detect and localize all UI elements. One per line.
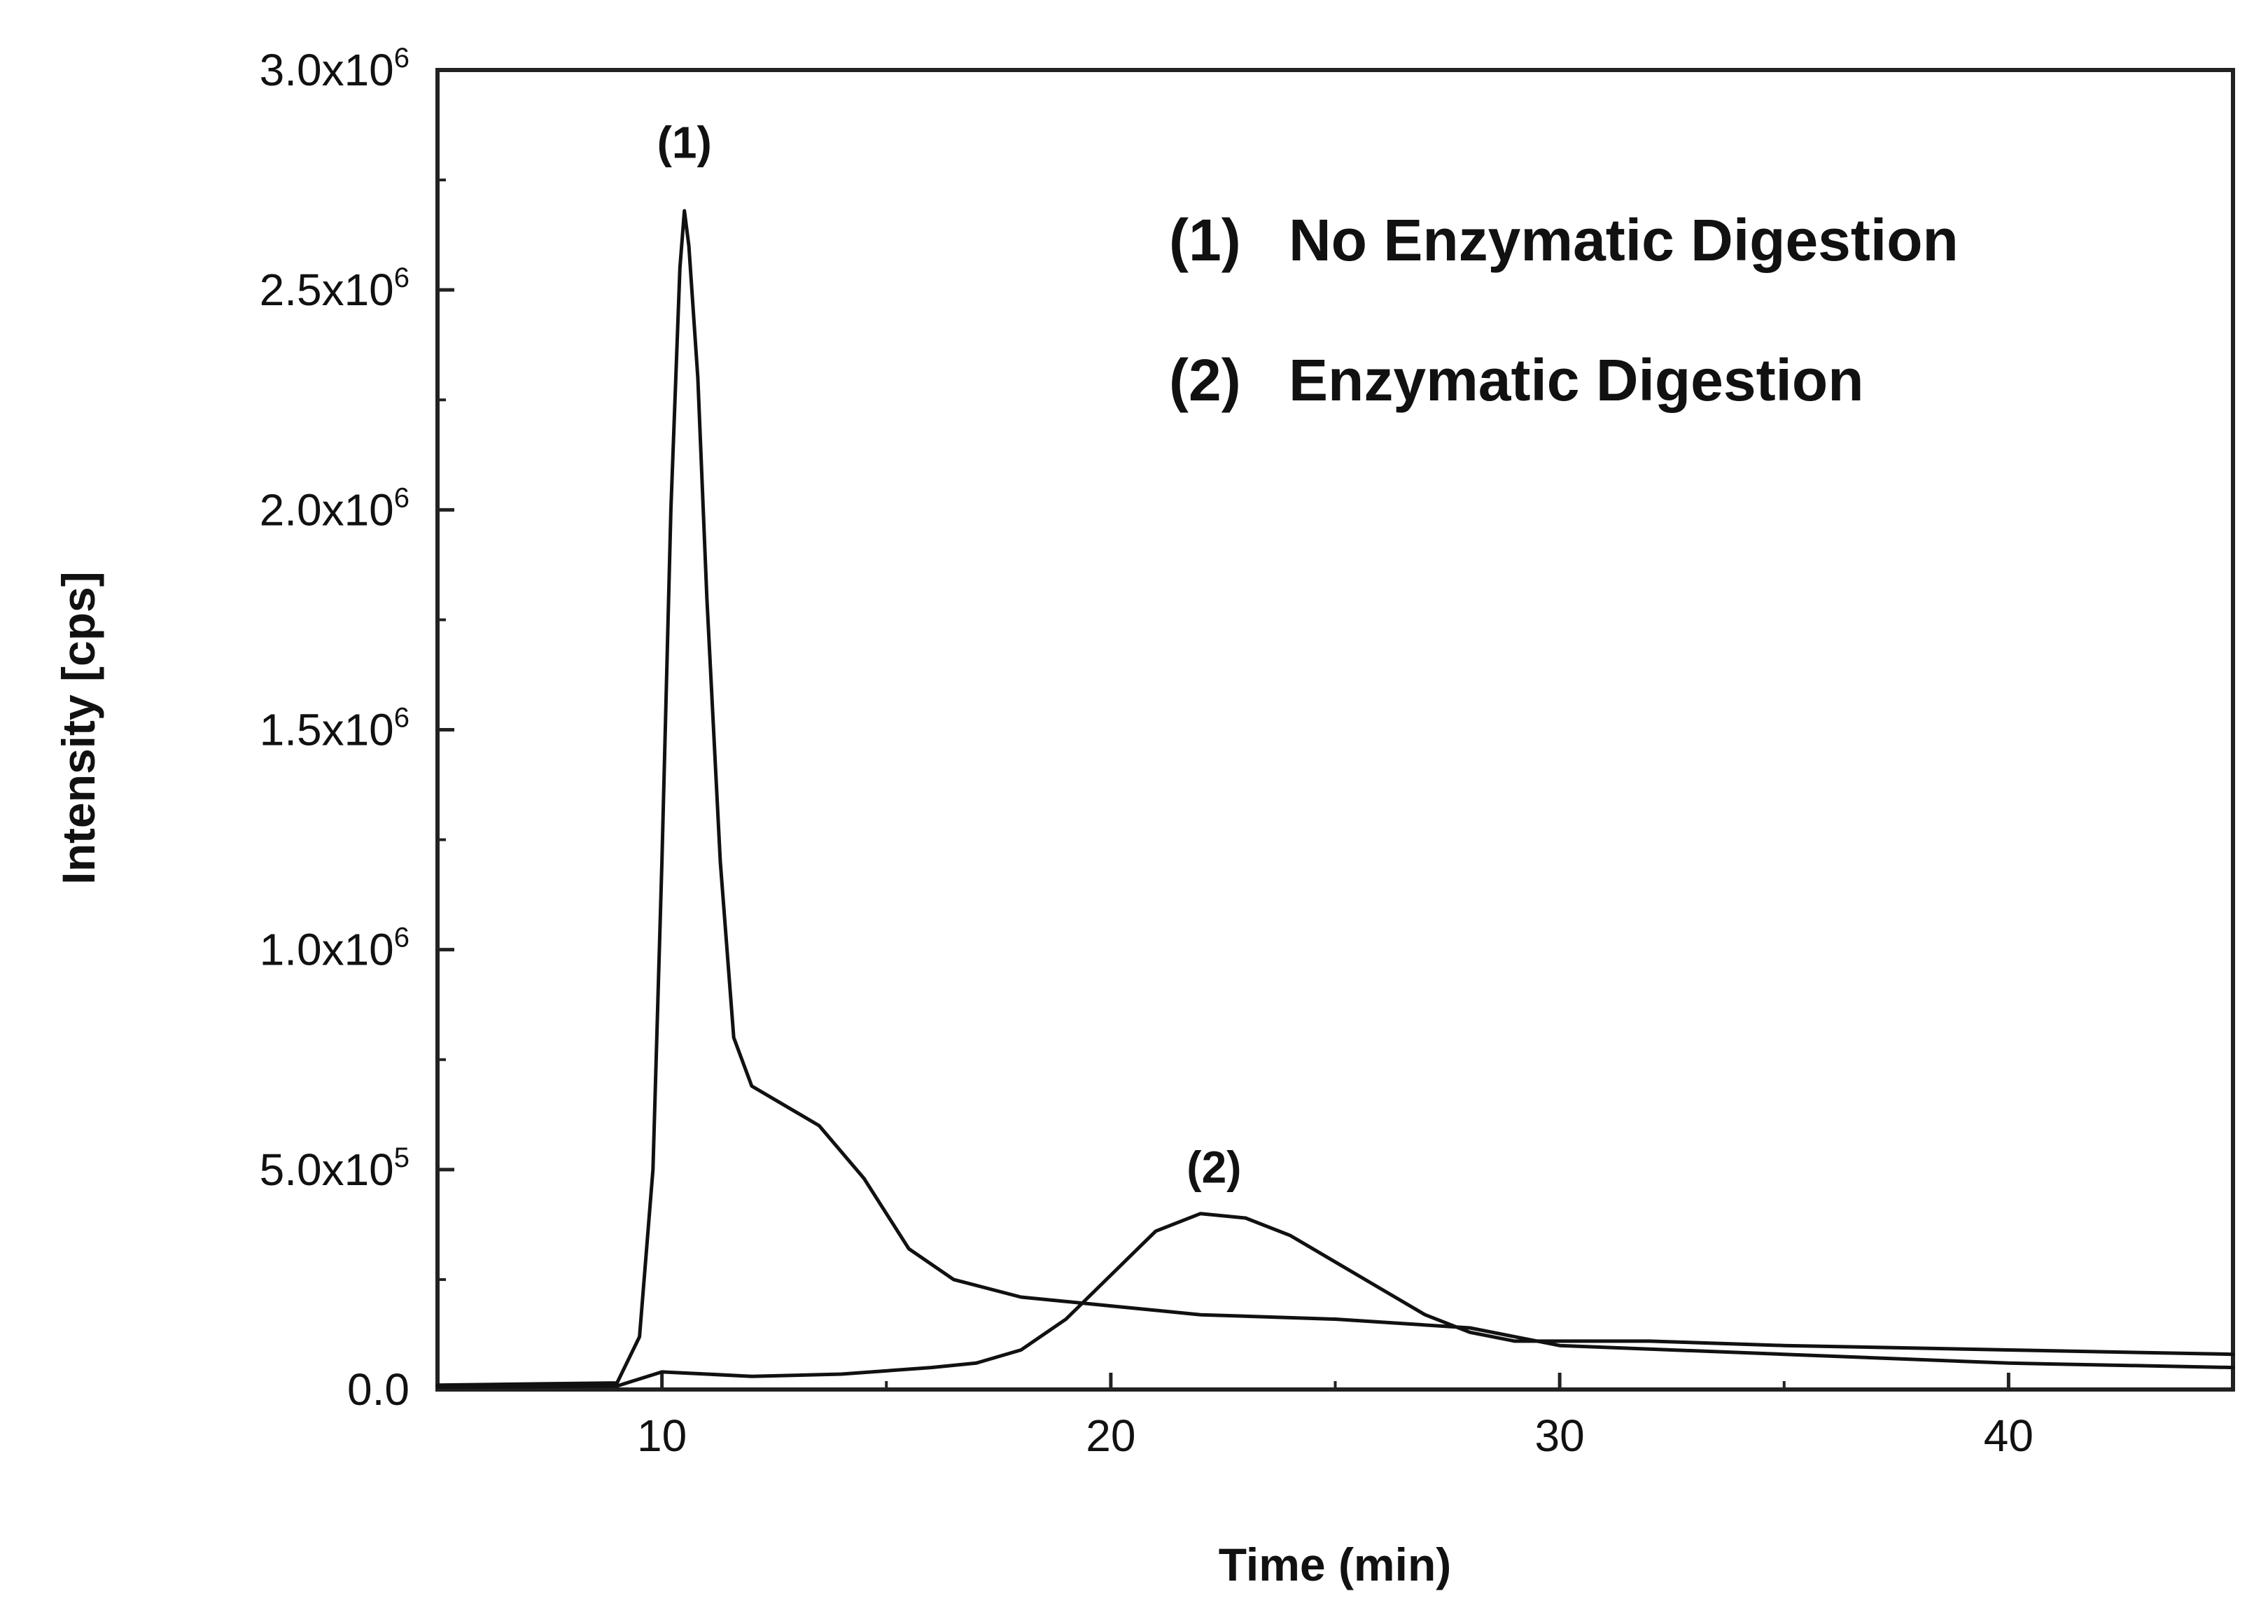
legend-marker-2: (2) xyxy=(1169,347,1241,413)
peak-label-1: (1) xyxy=(657,118,712,168)
legend-label-2: Enzymatic Digestion xyxy=(1289,347,1864,413)
y-axis-ticks: 0.0 5.0x105 1.0x106 1.5x106 2.0x106 2.5x106 3.… xyxy=(260,43,454,1415)
legend: (1) No Enzymatic Digestion (2) Enzymatic… xyxy=(1169,207,1959,413)
y-tick-label-1: 5.0x105 xyxy=(260,1142,410,1195)
x-axis-ticks: 10 20 30 40 xyxy=(637,1373,2033,1461)
series-1-line xyxy=(435,209,2235,1387)
y-axis-title: Intensity [cps] xyxy=(52,571,104,884)
x-tick-label-10: 10 xyxy=(637,1410,687,1461)
x-tick-label-20: 20 xyxy=(1086,1410,1135,1461)
y-tick-label-5: 2.5x106 xyxy=(260,262,410,315)
y-tick-label-6: 3.0x106 xyxy=(260,43,410,95)
x-tick-label-30: 30 xyxy=(1535,1410,1585,1461)
y-tick-label-0: 0.0 xyxy=(347,1364,410,1415)
legend-label-1: No Enzymatic Digestion xyxy=(1289,207,1959,273)
legend-marker-1: (1) xyxy=(1169,207,1241,273)
x-tick-label-40: 40 xyxy=(1984,1410,2033,1461)
legend-item-1: (1) No Enzymatic Digestion xyxy=(1169,207,1959,273)
series-2-line xyxy=(435,1212,2235,1390)
x-axis-title: Time (min) xyxy=(1219,1539,1451,1590)
series-layer xyxy=(435,209,2235,1390)
legend-item-2: (2) Enzymatic Digestion xyxy=(1169,347,1864,413)
y-tick-label-3: 1.5x106 xyxy=(260,703,410,755)
y-tick-label-2: 1.0x106 xyxy=(260,923,410,975)
peak-annotations: (1) (2) xyxy=(657,118,1242,1193)
y-tick-label-4: 2.0x106 xyxy=(260,482,410,535)
peak-label-2: (2) xyxy=(1186,1142,1241,1193)
